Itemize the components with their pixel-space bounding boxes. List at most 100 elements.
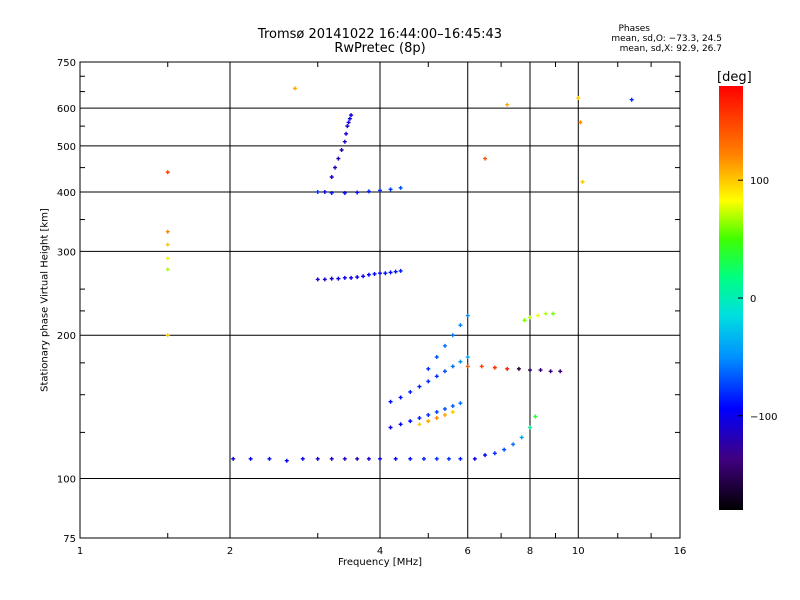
data-point [342,275,347,280]
y-axis-label: Stationary phase Virtual Height [km] [39,208,51,392]
x-tick-label: 4 [377,546,383,557]
data-point [528,315,532,320]
data-point [450,364,455,369]
phases-o-stats: mean, sd,O: −73.3, 24.5 [611,34,722,44]
data-point [383,271,388,276]
data-point [349,275,354,280]
data-point [465,364,470,369]
data-point [458,456,463,461]
data-point [388,270,393,275]
data-point [434,416,439,421]
data-point [450,333,455,338]
data-point [398,422,403,427]
data-point [315,456,320,461]
data-point [528,368,532,373]
phases-header: Phases [618,24,650,34]
data-point [458,401,463,406]
data-point [315,277,320,282]
data-point [502,447,507,452]
data-point [329,174,334,179]
data-point [450,404,455,409]
data-point [346,120,351,125]
data-point [519,435,524,440]
data-point [342,456,347,461]
x-tick-label: 1 [77,546,83,557]
data-point [329,456,334,461]
data-point [393,269,398,274]
data-point [366,456,371,461]
data-point [417,422,422,427]
data-point [408,419,413,424]
data-point [458,323,463,328]
data-point [465,313,470,318]
data-point [361,274,366,279]
data-point [329,276,334,281]
data-point [333,165,338,170]
data-point [378,456,382,461]
data-point [442,406,447,411]
y-tick-labels: 75 100 200 300 400 500 600 750 [57,58,76,545]
data-point [344,131,349,136]
data-point [284,458,289,463]
data-point [434,374,439,379]
y-tick-label: 600 [57,104,76,115]
data-point [505,366,510,371]
data-point [329,190,334,195]
minor-ticks [80,62,680,538]
x-tick-label: 8 [527,546,533,557]
x-axis-label: Frequency [MHz] [337,557,423,568]
data-point [388,187,393,192]
data-point [533,414,538,419]
data-point [393,456,398,461]
data-point [366,272,371,277]
data-point [483,156,488,161]
data-point [378,271,382,276]
data-point [292,86,297,91]
data-point [315,189,320,194]
data-point [543,311,548,316]
data-point [426,379,431,384]
y-tick-label: 300 [57,247,76,258]
data-point [580,179,585,184]
data-point [355,190,360,195]
data-point [426,412,431,417]
x-tick-labels: 1 2 4 6 8 10 16 [77,546,687,557]
data-point [398,268,403,273]
data-point [165,267,170,272]
data-point [578,120,583,125]
data-point [576,96,581,101]
data-point [342,190,347,195]
x-tick-label: 6 [465,546,471,557]
data-point [483,453,488,458]
data-point [479,364,484,369]
data-point [442,412,447,417]
data-point [538,368,543,373]
data-point [355,456,360,461]
data-point [421,456,426,461]
data-point [300,456,305,461]
data-point [558,369,563,374]
data-point [434,409,439,414]
chart-title: Tromsø 20141022 16:44:00–16:45:43 [257,27,503,42]
x-tick-label: 16 [674,546,687,557]
data-points [165,86,634,463]
data-point [231,456,236,461]
data-point [417,416,422,421]
y-tick-label: 500 [57,142,76,153]
data-point [442,343,447,348]
data-point [398,185,403,190]
data-point [511,442,516,447]
colorbar-tick-label: 100 [750,176,769,187]
data-point [408,389,413,394]
data-point [322,189,327,194]
data-point [378,188,382,193]
y-tick-label: 200 [57,331,76,342]
data-point [522,318,527,323]
data-point [342,139,347,144]
data-point [366,189,371,194]
y-tick-label: 400 [57,188,76,199]
colorbar-label: [deg] [717,70,752,85]
data-point [398,395,403,400]
y-tick-label: 100 [57,475,76,486]
